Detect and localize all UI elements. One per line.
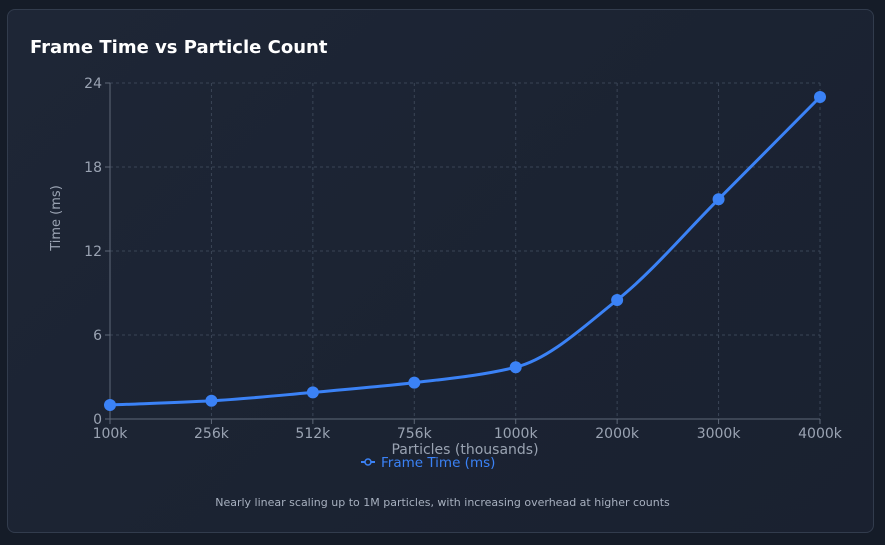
x-tick-label: 756k: [397, 426, 433, 442]
chart-caption: Nearly linear scaling up to 1M particles…: [215, 496, 670, 509]
data-point-2000k[interactable]: [611, 294, 624, 306]
data-point-3000k[interactable]: [712, 193, 725, 206]
y-tick-label: 12: [84, 244, 102, 260]
legend[interactable]: Frame Time (ms): [361, 455, 495, 471]
data-point-256k[interactable]: [205, 394, 218, 407]
series-frame-time: [104, 91, 826, 411]
chart-title: Frame Time vs Particle Count: [30, 37, 328, 58]
data-point-756k[interactable]: [408, 376, 421, 389]
x-tick-label: 4000k: [798, 426, 843, 442]
axes: [105, 82, 821, 424]
data-point-1000k[interactable]: [509, 361, 522, 374]
y-tick-label: 18: [84, 160, 102, 176]
legend-marker-swatch: [364, 458, 372, 466]
y-tick-label: 24: [84, 76, 102, 92]
x-tick-label: 256k: [194, 426, 230, 442]
x-tick-label: 1000k: [494, 426, 539, 442]
grid-lines: [110, 82, 821, 419]
x-axis-label: Particles (thousands): [391, 442, 538, 458]
data-point-4000k[interactable]: [814, 91, 826, 103]
y-tick-label: 0: [93, 412, 102, 428]
x-tick-label: 100k: [93, 426, 129, 442]
x-tick-labels: 100k 256k 512k 756k 1000k 2000k 3000k 4000k: [93, 426, 843, 442]
data-point-100k[interactable]: [104, 399, 116, 411]
x-tick-label: 512k: [295, 426, 331, 442]
y-tick-label: 6: [93, 328, 102, 344]
y-axis-label: Time (ms): [49, 185, 64, 252]
x-tick-label: 3000k: [697, 426, 742, 442]
y-tick-labels: 0 6 12 18 24: [84, 76, 102, 428]
data-point-512k[interactable]: [306, 386, 319, 399]
x-tick-label: 2000k: [595, 426, 640, 442]
chart-card: [7, 9, 874, 533]
series-line: [109, 95, 822, 407]
legend-label: Frame Time (ms): [381, 455, 495, 471]
